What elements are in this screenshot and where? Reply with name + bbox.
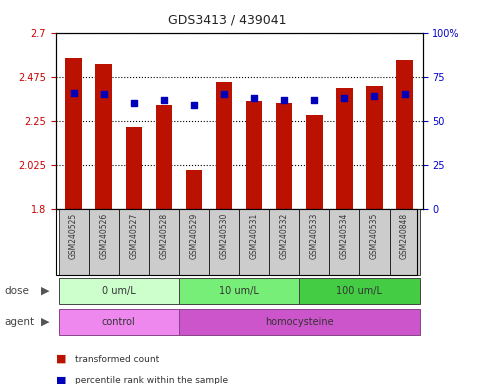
Point [341, 95, 348, 101]
Bar [336, 88, 353, 209]
Bar [359, 209, 389, 275]
Text: dose: dose [5, 286, 30, 296]
Bar [149, 209, 179, 275]
Point [401, 91, 409, 98]
Text: GDS3413 / 439041: GDS3413 / 439041 [168, 13, 286, 26]
Bar [179, 278, 299, 304]
Bar [366, 86, 383, 209]
Text: GSM240532: GSM240532 [280, 213, 289, 259]
Text: agent: agent [5, 316, 35, 327]
Bar [269, 209, 299, 275]
Text: GSM240533: GSM240533 [310, 213, 319, 259]
Point [160, 97, 168, 103]
Bar [126, 127, 142, 209]
Bar [179, 309, 420, 334]
Bar [58, 278, 179, 304]
Point [190, 102, 198, 108]
Bar [209, 209, 239, 275]
Point [100, 91, 108, 98]
Text: GSM240529: GSM240529 [189, 213, 199, 259]
Text: 0 um/L: 0 um/L [102, 286, 136, 296]
Bar [156, 105, 172, 209]
Point [220, 91, 228, 98]
Bar [185, 170, 202, 209]
Text: ▶: ▶ [41, 286, 49, 296]
Text: GSM240527: GSM240527 [129, 213, 138, 259]
Bar [119, 209, 149, 275]
Text: ▶: ▶ [41, 316, 49, 327]
Text: 100 um/L: 100 um/L [337, 286, 383, 296]
Bar [58, 309, 179, 334]
Point [130, 100, 138, 106]
Text: transformed count: transformed count [75, 354, 159, 364]
Text: GSM240848: GSM240848 [400, 213, 409, 259]
Bar [329, 209, 359, 275]
Bar [246, 101, 262, 209]
Bar [306, 115, 323, 209]
Text: ■: ■ [56, 375, 66, 384]
Bar [276, 103, 293, 209]
Point [250, 95, 258, 101]
Text: percentile rank within the sample: percentile rank within the sample [75, 376, 228, 384]
Point [70, 89, 77, 96]
Bar [216, 82, 232, 209]
Text: homocysteine: homocysteine [265, 316, 334, 327]
Text: GSM240528: GSM240528 [159, 213, 169, 259]
Text: GSM240534: GSM240534 [340, 213, 349, 259]
Bar [396, 60, 413, 209]
Text: GSM240535: GSM240535 [370, 213, 379, 259]
Bar [299, 278, 420, 304]
Text: GSM240525: GSM240525 [69, 213, 78, 259]
Text: ■: ■ [56, 354, 66, 364]
Point [370, 93, 378, 99]
Point [311, 97, 318, 103]
Bar [96, 64, 112, 209]
Text: GSM240531: GSM240531 [250, 213, 258, 259]
Text: control: control [102, 316, 136, 327]
Bar [65, 58, 82, 209]
Bar [299, 209, 329, 275]
Bar [389, 209, 420, 275]
Bar [179, 209, 209, 275]
Text: 10 um/L: 10 um/L [219, 286, 259, 296]
Point [280, 97, 288, 103]
Bar [58, 209, 89, 275]
Text: GSM240526: GSM240526 [99, 213, 108, 259]
Bar [89, 209, 119, 275]
Text: GSM240530: GSM240530 [220, 213, 228, 259]
Bar [239, 209, 269, 275]
